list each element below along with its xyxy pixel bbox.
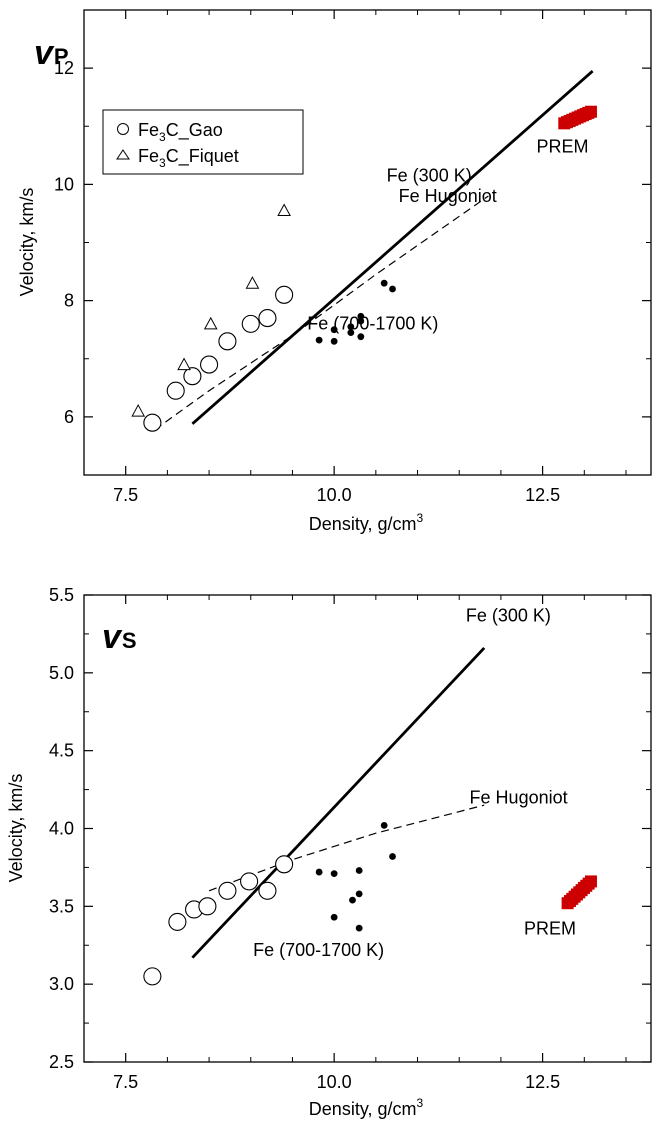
vs-tick-labels: 7.5 10.0 12.5 2.5 3.0 3.5 4.0 4.5 5.0 5.5 (49, 585, 560, 1092)
vp-fe-hightemp-point (357, 312, 365, 320)
vs-x-tick-label: 7.5 (113, 1072, 138, 1092)
vp-fe3c-fiquet-point (245, 276, 260, 289)
vs-x-tick-label: 12.5 (525, 1072, 560, 1092)
vs-panel-label: vS (102, 618, 137, 656)
vp-panel-label: vP (34, 34, 69, 72)
vp-fe3c-gao-point (218, 332, 237, 351)
vs-y-tick-label: 5.0 (49, 663, 74, 683)
vp-fe3c-fiquet-point (277, 203, 291, 217)
vs-y-axis-label: Velocity, km/s (6, 774, 26, 883)
vp-fe-hightemp-point (380, 279, 388, 287)
vs-fe-hightemp-point (315, 868, 323, 876)
vp-marks (131, 69, 597, 432)
vp-ticks (83, 10, 651, 475)
vs-fe3c-gao-point (143, 967, 162, 986)
vp-fe-hightemp-point (357, 333, 365, 341)
vs-fe-hightemp-point (355, 924, 363, 932)
vp-x-tick-label: 12.5 (525, 485, 560, 505)
vp-fe-hightemp-point (347, 323, 355, 331)
vs-fe-hightemp-point (349, 896, 356, 904)
vp-legend: Fe3C_Gao Fe3C_Fiquet (102, 109, 304, 175)
vs-fe3c-gao-point (218, 881, 237, 900)
vp-fe-hightemp-point (347, 329, 355, 336)
vp-fe3c-fiquet-point (203, 316, 218, 330)
vs-annotation: Fe (300 K) (466, 605, 551, 625)
vp-y-tick-label: 8 (64, 291, 74, 311)
vp-y-tick-label: 6 (64, 407, 74, 427)
vs-plot-frame (83, 594, 652, 1063)
vp-fe-hugoniot-line (154, 195, 489, 431)
vs-fe-hightemp-point (355, 890, 363, 898)
vs-fe3c-gao-point (198, 897, 217, 916)
vp-y-tick-label: 10 (54, 174, 74, 194)
vp-fe3c-gao-point (166, 381, 185, 400)
vp-fe-hightemp-point (330, 326, 338, 334)
vs-fe-hightemp-point (355, 867, 363, 874)
vp-fe3c-gao-point (258, 309, 277, 328)
vp-plot-frame (83, 9, 652, 476)
vs-x-tick-label: 10.0 (317, 1072, 352, 1092)
vs-y-tick-label: 3.5 (49, 896, 74, 916)
vp-fe3c-gao-point (183, 367, 202, 386)
vs-y-tick-label: 4.5 (49, 741, 74, 761)
vs-fe-hightemp-point (330, 870, 338, 878)
vp-annotation: Fe (700-1700 K) (307, 314, 438, 334)
vp-annotation: PREM (536, 136, 588, 156)
vs-annotations: Fe (300 K) Fe Hugoniot Fe (700-1700 K) PREM (253, 605, 576, 960)
vs-x-axis-label: Density, g/cm3 (309, 1096, 424, 1119)
vp-panel-label-sub: P (54, 44, 69, 69)
vs-panel-label-sub: S (122, 628, 137, 653)
vs-annotation: Fe Hugoniot (470, 788, 568, 808)
vp-legend-fiquet-label: Fe3C_Fiquet (138, 146, 239, 170)
vp-fe-hightemp-point (357, 317, 365, 325)
vp-x-axis-label-sup: 3 (417, 511, 424, 525)
vp-fe-hightemp-point (330, 337, 338, 345)
vp-legend-circle-marker (117, 123, 129, 135)
vp-legend-triangle-marker (116, 149, 130, 160)
vs-fe300k-line (191, 646, 486, 959)
vp-fe3c-gao-point (200, 355, 219, 374)
vs-y-tick-label: 2.5 (49, 1052, 74, 1072)
vs-annotation: Fe (700-1700 K) (253, 940, 384, 960)
vp-fe-hightemp-point (389, 285, 396, 293)
vp-fe3c-gao-point (143, 413, 162, 432)
vp-annotations: Fe (300 K)Fe Hugoniot Fe (700-1700 K) PREM (307, 136, 588, 333)
vs-y-tick-label: 3.0 (49, 974, 74, 994)
vp-annotation: Fe Hugoniot (399, 186, 497, 206)
vs-fe3c-gao-point (275, 855, 294, 874)
vs-x-axis-label-sup: 3 (417, 1096, 424, 1110)
vp-fe-hightemp-point (315, 336, 323, 344)
vs-y-tick-label: 5.5 (49, 585, 74, 605)
vs-prem-mark (584, 875, 597, 888)
vp-prem-mark (584, 105, 597, 118)
vp-x-tick-label: 10.0 (317, 485, 352, 505)
vp-fe3c-fiquet-point (177, 357, 191, 371)
vp-x-tick-label: 7.5 (113, 485, 138, 505)
vp-tick-labels: 7.5 10.0 12.5 6 8 10 12 (54, 58, 560, 505)
vs-fe3c-gao-point (168, 912, 187, 931)
vs-fe3c-gao-point (240, 872, 259, 891)
vp-x-axis-label: Density, g/cm3 (309, 511, 424, 534)
vp-legend-box (102, 109, 304, 175)
vp-fe300k-line (191, 69, 594, 425)
vs-panel: 7.5 10.0 12.5 2.5 3.0 3.5 4.0 4.5 5.0 5.5 Fe (300… (6, 585, 652, 1119)
vs-annotation: PREM (524, 918, 576, 938)
vp-y-axis-label: Velocity, km/s (17, 188, 37, 297)
vp-y-tick-label: 12 (54, 58, 74, 78)
vp-fe3c-fiquet-point (131, 404, 146, 417)
vs-y-tick-label: 4.0 (49, 819, 74, 839)
vp-fe3c-gao-point (275, 285, 294, 304)
vs-fe-hightemp-point (389, 853, 396, 860)
vs-fe-hightemp-point (330, 913, 338, 921)
vs-fe3c-gao-point (258, 881, 277, 900)
vp-annotation: Fe (300 K) (387, 165, 472, 185)
vp-legend-gao-label: Fe3C_Gao (138, 120, 223, 144)
vp-fe3c-gao-point (241, 314, 260, 333)
vs-ticks (83, 594, 651, 1063)
vs-fe-hightemp-point (380, 821, 388, 829)
vs-marks (143, 646, 597, 986)
